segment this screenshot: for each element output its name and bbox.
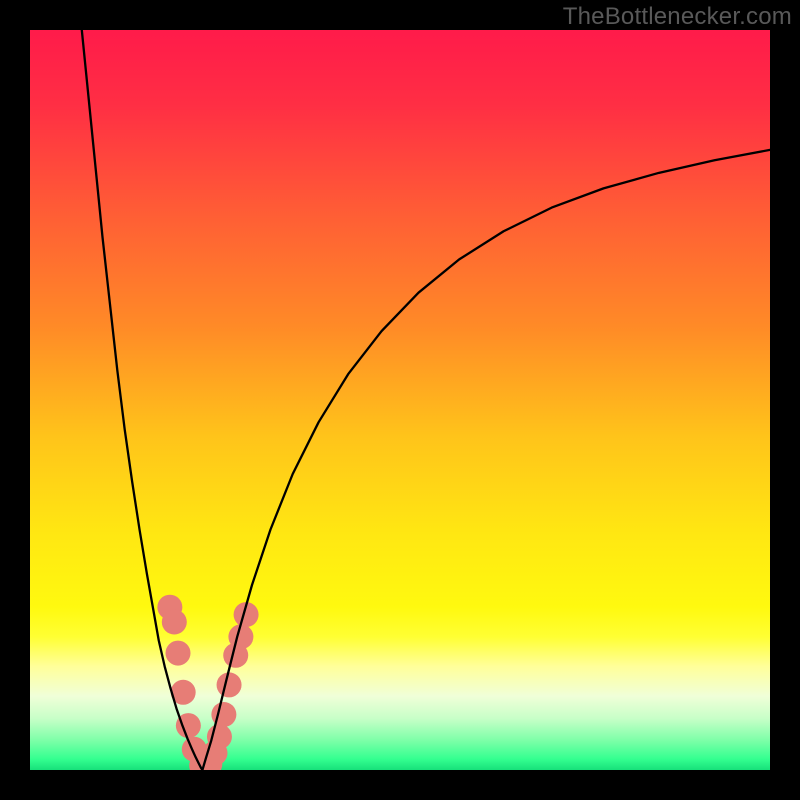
data-marker xyxy=(228,624,253,649)
curves-svg xyxy=(30,30,770,770)
plot-area xyxy=(30,30,770,770)
marker-group xyxy=(157,595,258,770)
data-marker xyxy=(217,672,242,697)
chart-root: TheBottlenecker.com xyxy=(0,0,800,800)
right-curve xyxy=(202,150,770,770)
data-marker xyxy=(166,641,191,666)
watermark-text: TheBottlenecker.com xyxy=(563,3,792,31)
data-marker xyxy=(162,610,187,635)
